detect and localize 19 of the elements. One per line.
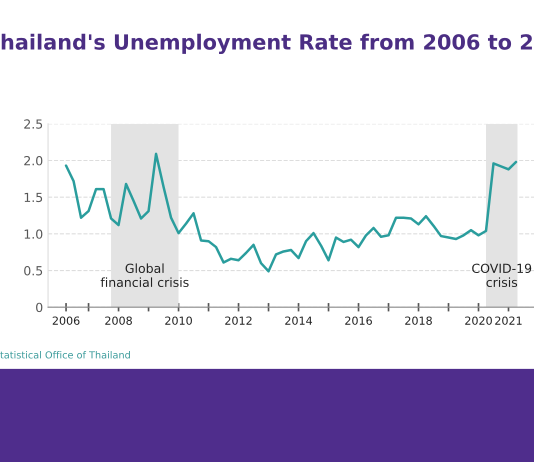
- x-tick-label: 2006: [52, 316, 80, 325]
- x-tick-label: 2018: [405, 316, 432, 325]
- y-tick-label: 0.5: [24, 266, 42, 276]
- y-tick-label: 1.0: [24, 229, 42, 239]
- y-tick-label: 2.5: [24, 119, 42, 129]
- y-tick-label: 2.0: [24, 156, 42, 166]
- chart-title: hailand's Unemployment Rate from 2006 to 2: [2, 34, 532, 54]
- x-tick-label: 2020: [465, 316, 492, 325]
- x-tick-label: 2016: [345, 316, 372, 325]
- x-tick-label: 2014: [285, 316, 312, 325]
- band-label: Global financial crisis: [100, 263, 189, 288]
- x-tick-label: 2012: [225, 316, 252, 325]
- x-tick-label: 2010: [165, 316, 192, 325]
- band-label: COVID-19 crisis: [472, 264, 532, 288]
- x-tick-label: 2021: [495, 316, 522, 325]
- y-tick-label: 0: [36, 302, 42, 312]
- text: tatistical Office of Thailand: [0, 351, 130, 359]
- y-tick-label: 1.5: [24, 192, 42, 202]
- x-tick-label: 2008: [105, 316, 132, 325]
